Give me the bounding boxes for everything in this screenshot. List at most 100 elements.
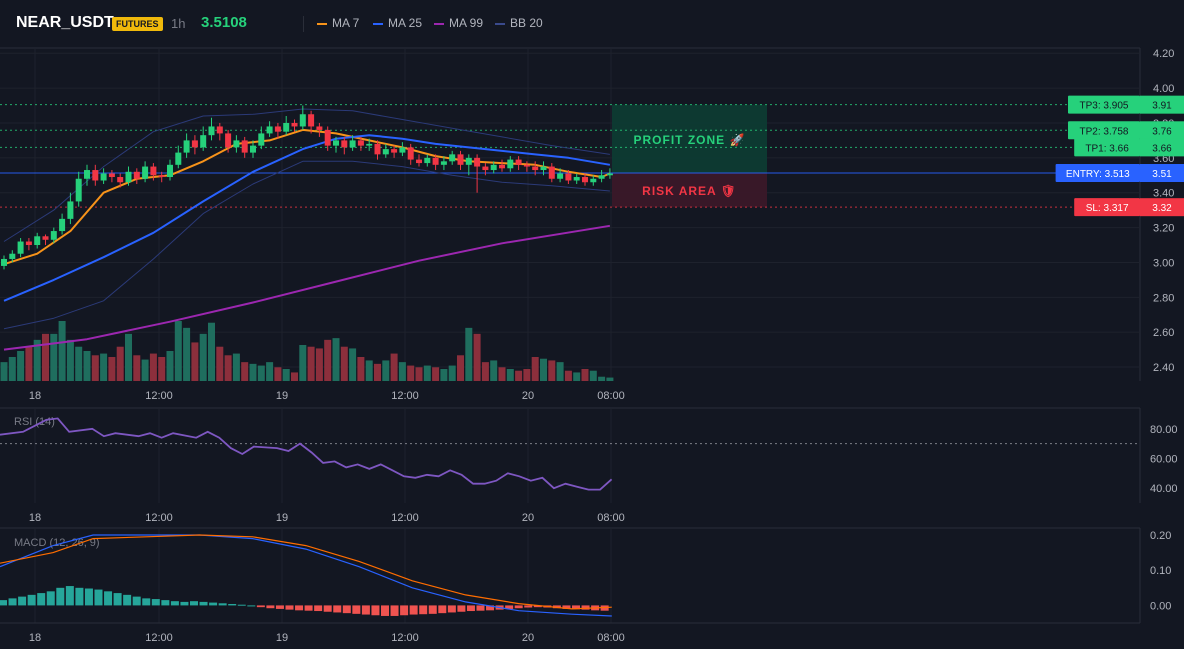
futures-badge: FUTURES xyxy=(112,17,163,31)
candle-body xyxy=(507,159,514,169)
price-axis-label: 2.60 xyxy=(1153,327,1174,339)
candle-body xyxy=(158,175,165,178)
legend-swatch-icon xyxy=(495,22,505,25)
time-axis-label: 08:00 xyxy=(597,512,625,524)
macd-histogram-bar xyxy=(113,593,122,606)
volume-bar xyxy=(100,353,108,381)
series-bb-20-lower xyxy=(3,160,610,330)
candle-body xyxy=(374,143,381,155)
volume-bar xyxy=(158,357,166,381)
macd-histogram-bar xyxy=(323,605,332,612)
macd-histogram-bar xyxy=(65,586,74,606)
volume-bar xyxy=(257,365,265,381)
level-price-value: 3.76 xyxy=(1152,126,1172,137)
candle-body xyxy=(573,177,580,181)
macd-histogram-bar xyxy=(419,605,428,615)
candle-body xyxy=(167,164,173,178)
time-axis-label: 19 xyxy=(276,390,288,402)
price-axis-label: 3.20 xyxy=(1153,223,1174,235)
volume-bar xyxy=(232,353,240,381)
volume-bar xyxy=(8,357,16,381)
volume-bar xyxy=(315,348,323,381)
time-axis-label: 08:00 xyxy=(597,632,625,644)
volume-bar xyxy=(531,357,539,381)
candle-body xyxy=(75,178,82,202)
candle-body xyxy=(208,126,215,136)
volume-bar xyxy=(407,365,415,381)
level-price-tag xyxy=(1140,121,1184,140)
candle-body xyxy=(274,126,281,132)
symbol-name[interactable]: NEAR_USDT xyxy=(16,14,114,31)
candle-body xyxy=(225,133,232,148)
level-tag-label: TP1: 3.66 xyxy=(1085,143,1129,154)
candle-body xyxy=(606,173,613,176)
macd-histogram-bar xyxy=(361,605,370,615)
legend-swatch-icon xyxy=(434,22,444,25)
volume-bar xyxy=(25,346,33,381)
volume-bar xyxy=(540,358,547,381)
candle-body xyxy=(233,140,240,148)
volume-bar xyxy=(208,322,215,381)
volume-bar xyxy=(17,351,25,381)
candle-body xyxy=(391,149,398,153)
volume-bar xyxy=(448,365,456,381)
candle-body xyxy=(200,135,207,148)
volume-bar xyxy=(50,333,58,381)
legend-ma7[interactable]: MA 7 xyxy=(317,16,359,30)
macd-histogram-bar xyxy=(0,600,7,606)
macd-histogram-bar xyxy=(266,605,275,609)
macd-histogram-bar xyxy=(46,591,55,606)
volume-bar xyxy=(0,362,8,381)
timeframe-selector[interactable]: 1h xyxy=(171,16,186,31)
candle-body xyxy=(457,154,464,165)
volume-bar xyxy=(166,351,174,381)
legend-ma25[interactable]: MA 25 xyxy=(373,16,422,30)
price-axis-label: 2.40 xyxy=(1153,362,1174,374)
macd-histogram-bar xyxy=(94,589,103,606)
profit-zone xyxy=(612,104,767,174)
volume-bar xyxy=(83,351,91,381)
candles xyxy=(1,105,613,270)
series-ma-99 xyxy=(3,224,611,351)
legend-swatch-icon xyxy=(317,22,327,25)
candle-body xyxy=(299,114,306,127)
candle-body xyxy=(316,126,323,130)
top-bar: NEAR_USDT FUTURES 1h 3.5108 MA 7 MA 25 M… xyxy=(0,0,1184,48)
volume-bar xyxy=(564,370,572,381)
time-axis-label: 20 xyxy=(522,632,534,644)
volume-bar xyxy=(33,339,41,381)
level-tag-label: TP2: 3.758 xyxy=(1080,126,1129,137)
legend-ma99[interactable]: MA 99 xyxy=(434,16,483,30)
price-axis-label: 3.40 xyxy=(1153,188,1174,200)
candle-body xyxy=(241,140,248,153)
macd-histogram-bar xyxy=(56,587,65,606)
macd-histogram-bar xyxy=(409,605,418,615)
volume-bar xyxy=(42,333,49,381)
macd-histogram-bar xyxy=(27,594,36,606)
volume-bar xyxy=(598,376,606,381)
rsi-axis-label: 60.00 xyxy=(1150,453,1178,465)
volume-bar xyxy=(282,369,290,381)
candle-body xyxy=(499,164,505,169)
time-axis-label: 08:00 xyxy=(597,390,625,402)
macd-histogram-bar xyxy=(447,605,456,613)
candle-body xyxy=(283,122,290,132)
macd-histogram-bar xyxy=(228,604,237,606)
level-tag-entry xyxy=(1055,164,1140,183)
volume-bar xyxy=(523,369,531,381)
volume-bar xyxy=(589,370,597,381)
macd-histogram-bar xyxy=(533,605,542,608)
volume-bar xyxy=(324,339,332,381)
volume-bar xyxy=(199,333,207,381)
macd-histogram-bar xyxy=(314,605,323,612)
volume-bar xyxy=(340,346,348,381)
volume-bar xyxy=(490,360,498,381)
level-price-value: 3.91 xyxy=(1152,101,1172,112)
legend-bb20[interactable]: BB 20 xyxy=(495,16,543,30)
candle-body xyxy=(117,177,124,183)
volume-bar xyxy=(241,362,249,381)
candle-body xyxy=(133,171,140,179)
macd-axis-label: 0.10 xyxy=(1150,565,1171,577)
macd-histogram-bar xyxy=(466,605,475,612)
